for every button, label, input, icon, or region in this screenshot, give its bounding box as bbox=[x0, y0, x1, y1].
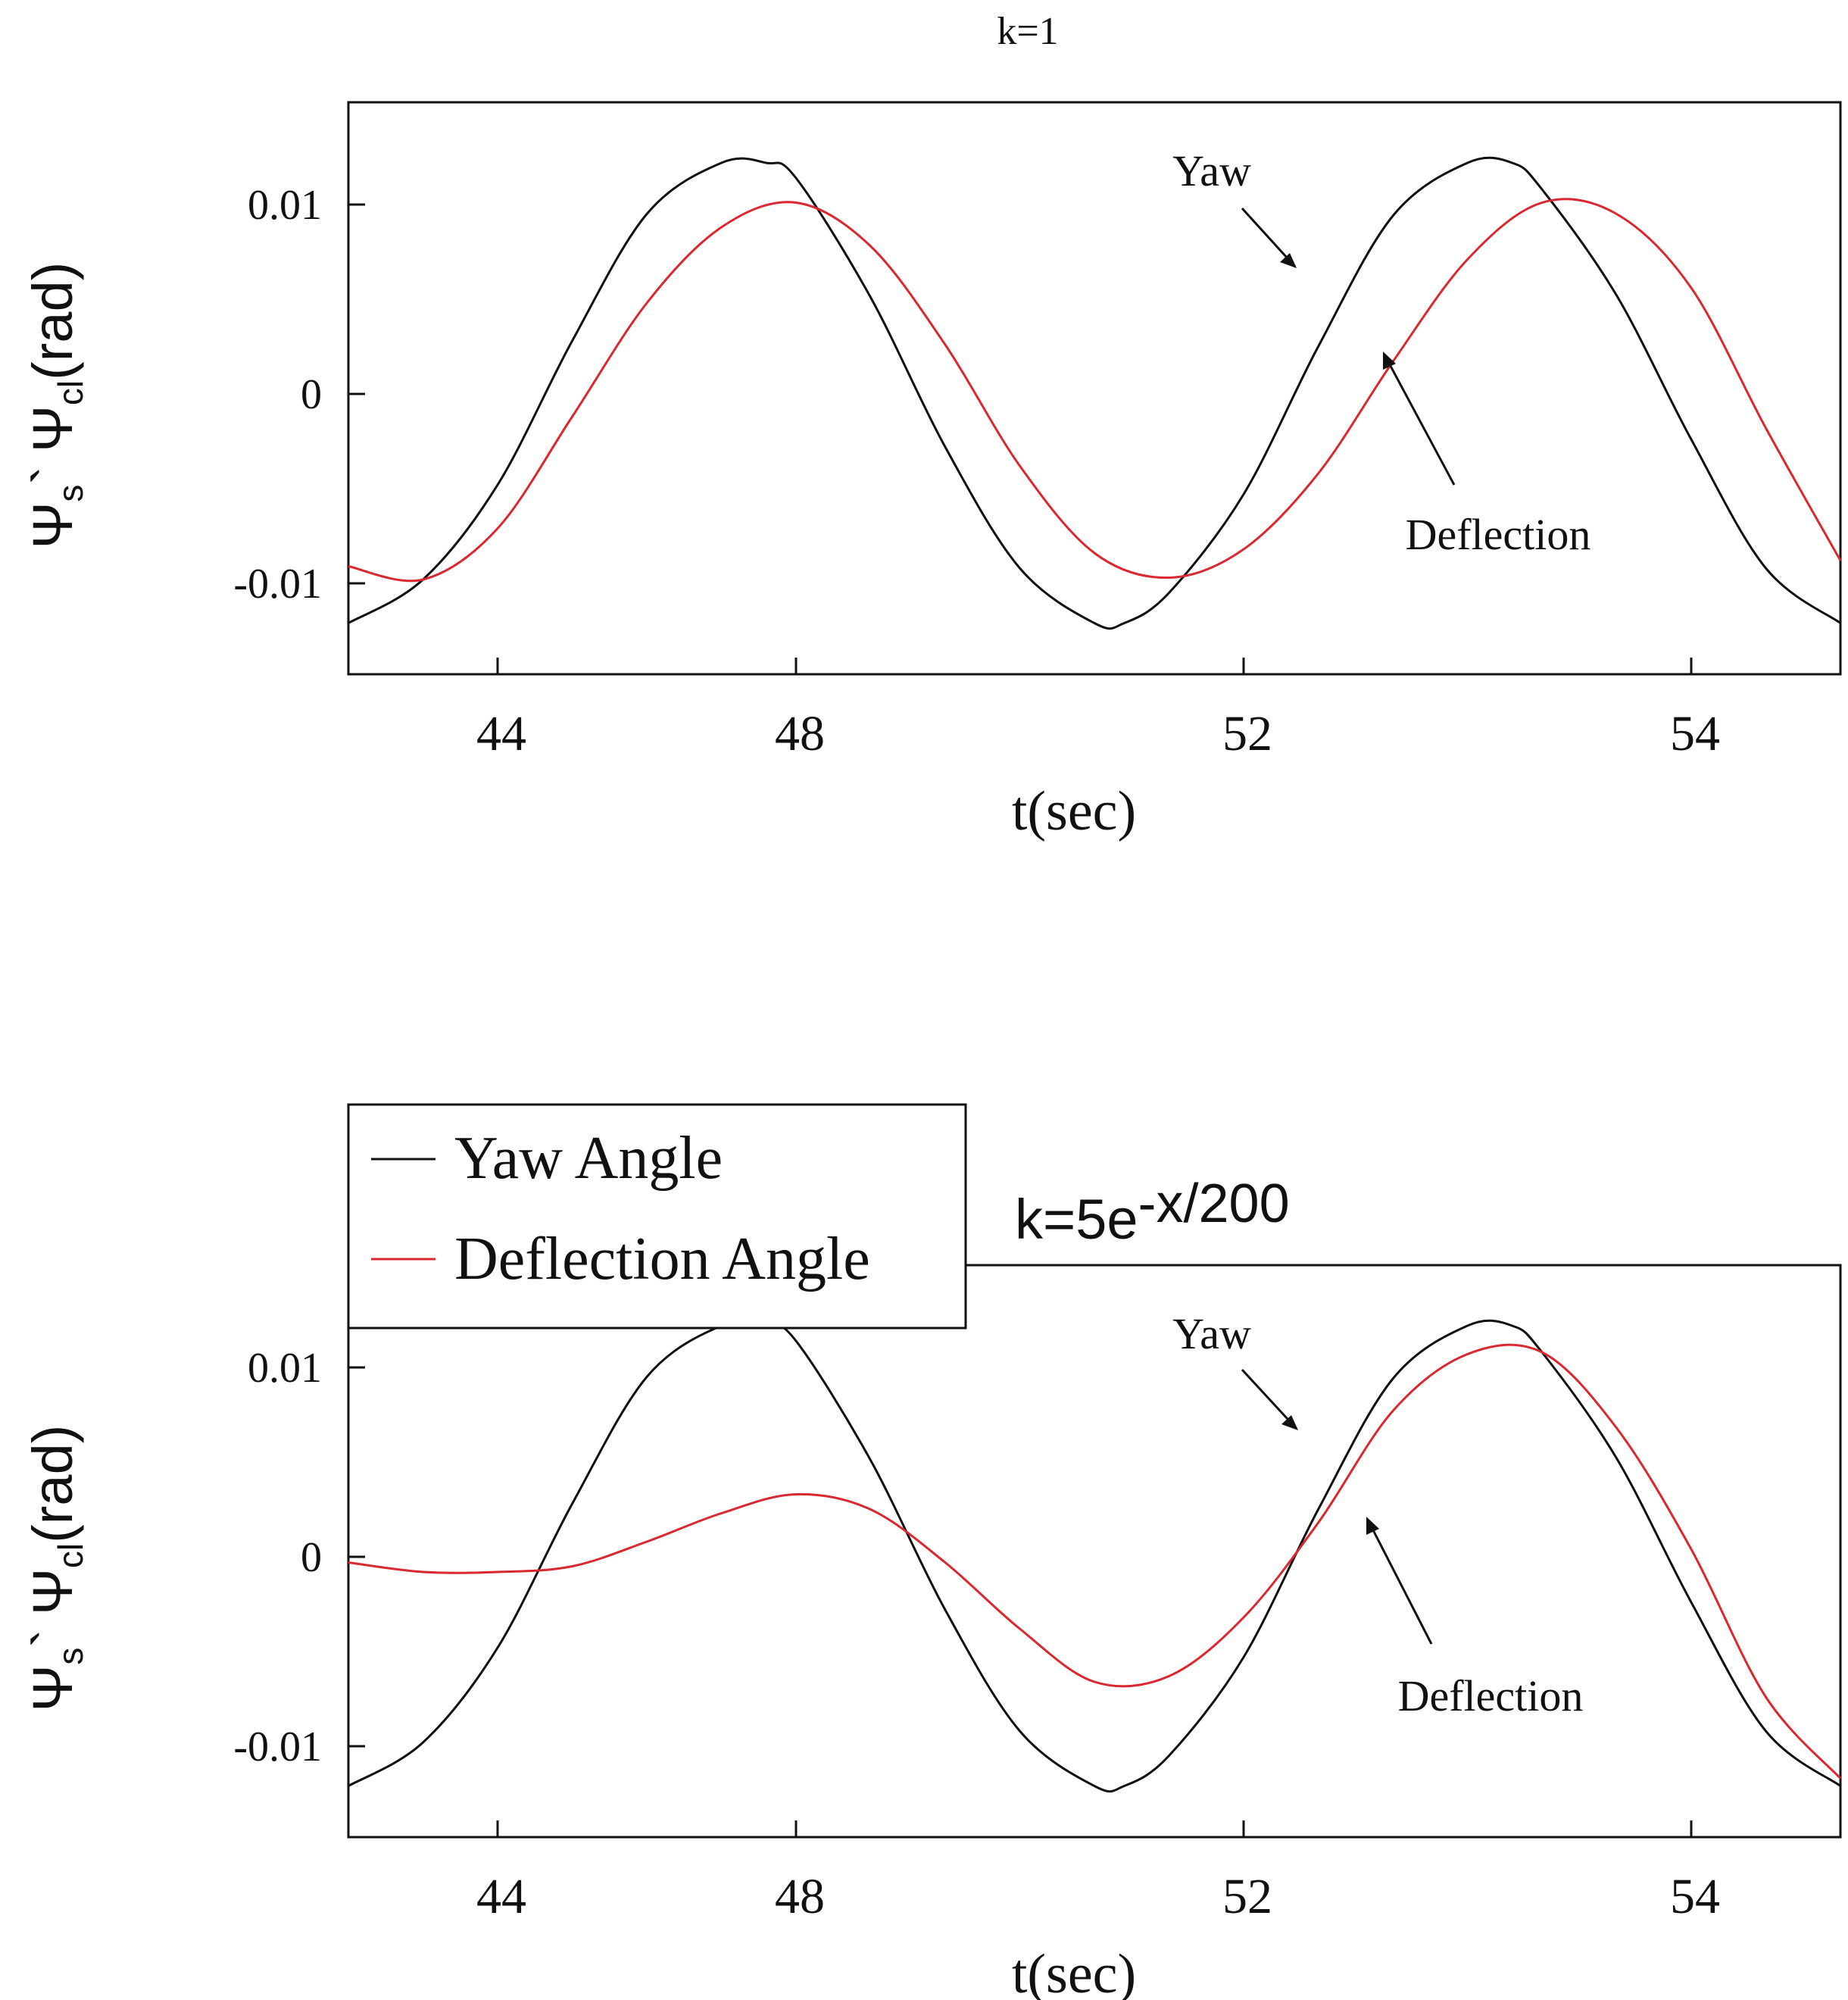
chart-1-ylabel-cl: cl bbox=[51, 380, 90, 405]
y-tick-label: 0.01 bbox=[248, 1345, 322, 1392]
series-line-deflection-angle bbox=[348, 1343, 1842, 1780]
x-tick-label: 52 bbox=[1222, 1869, 1272, 1924]
chart-1-series bbox=[348, 156, 1842, 630]
chart-2-series bbox=[348, 1319, 1842, 1793]
chart-2-ylabel-psi: Ψ bbox=[21, 1665, 84, 1712]
legend-box bbox=[347, 1103, 967, 1330]
svg-text:Ψs`Ψcl(rad): Ψs` Ψcl(rad) bbox=[21, 1425, 90, 1712]
chart-2-title: k=5e-x/200 bbox=[1015, 1173, 1290, 1251]
chart-2-arrow-deflection bbox=[1366, 1517, 1433, 1645]
x-tick-label: 44 bbox=[476, 1869, 526, 1924]
chart-2-arrow-yaw bbox=[1241, 1368, 1298, 1430]
svg-text:Ψs`Ψcl(rad): Ψs` Ψcl(rad) bbox=[21, 262, 90, 549]
chart-2-ylabel-psi2: Ψ bbox=[21, 1568, 84, 1615]
legend-label-deflection: Deflection Angle bbox=[454, 1226, 870, 1292]
chart-2-ylabel-sep: ` bbox=[21, 1629, 84, 1648]
legend-label-yaw: Yaw Angle bbox=[454, 1125, 723, 1192]
chart-2-y-ticks: 0.01 0 -0.01 bbox=[233, 1345, 365, 1770]
y-tick-label: 0.01 bbox=[248, 182, 322, 229]
y-tick-label: 0 bbox=[301, 1534, 322, 1581]
chart-2-annotation-yaw: Yaw bbox=[1172, 1309, 1251, 1358]
y-tick-label: -0.01 bbox=[233, 561, 322, 608]
chart-1-y-axis-label: Ψs` Ψcl(rad) bbox=[21, 262, 90, 549]
chart-2-x-ticks: 44 48 52 54 bbox=[476, 1820, 1720, 1924]
series-line-yaw-angle bbox=[348, 1319, 1841, 1793]
chart-1-ylabel-psi2: Ψ bbox=[21, 405, 84, 452]
chart-2-ylabel-s: s bbox=[51, 1648, 90, 1665]
x-tick-label: 54 bbox=[1670, 1869, 1720, 1924]
chart-1-arrow-deflection bbox=[1383, 352, 1456, 486]
chart-2: k=5e-x/200 Ψs` Ψcl(rad) 0.01 0 -0.01 44 48 52… bbox=[21, 1103, 1842, 2000]
chart-1-annotation-yaw: Yaw bbox=[1172, 146, 1251, 195]
chart-1-y-ticks: 0.01 0 -0.01 bbox=[233, 182, 365, 608]
chart-2-ylabel-unit: (rad) bbox=[21, 1425, 84, 1543]
y-tick-label: -0.01 bbox=[233, 1723, 322, 1770]
chart-2-title-main: k=5e bbox=[1015, 1188, 1138, 1251]
x-tick-label: 44 bbox=[476, 706, 526, 761]
chart-1: k=1 Ψs`Ψcl(rad) 0.010-0.01 44 48 52 54 Yaw … bbox=[21, 10, 1842, 842]
chart-1-plot-frame bbox=[347, 101, 1842, 676]
y-tick-label: 0 bbox=[301, 371, 322, 418]
chart-1-annotation-deflection: Deflection bbox=[1406, 510, 1591, 559]
chart-2-legend: Yaw Angle Deflection Angle bbox=[347, 1103, 967, 1330]
chart-2-annotation-deflection: Deflection bbox=[1398, 1671, 1584, 1720]
chart-1-arrow-yaw bbox=[1241, 207, 1297, 268]
chart-1-title: k=1 bbox=[997, 10, 1058, 53]
chart-1-ylabel-sep: ` bbox=[21, 466, 84, 485]
chart-1-x-axis-label: t(sec) bbox=[1012, 780, 1136, 842]
chart-2-ylabel-cl: cl bbox=[51, 1543, 90, 1568]
chart-1-ylabel-psi: Ψ bbox=[21, 502, 84, 549]
chart-1-ylabel-s: s bbox=[51, 485, 90, 502]
chart-2-title-sup: -x/200 bbox=[1138, 1173, 1290, 1234]
chart-2-y-axis-label: Ψs` Ψcl(rad) bbox=[21, 1425, 90, 1712]
series-line-yaw-angle bbox=[348, 156, 1841, 630]
chart-2-x-axis-label: t(sec) bbox=[1012, 1943, 1136, 2000]
x-tick-label: 52 bbox=[1222, 706, 1272, 761]
chart-1-x-ticks: 44 48 52 54 bbox=[476, 658, 1720, 761]
x-tick-label: 54 bbox=[1670, 706, 1720, 761]
chart-1-ylabel-unit: (rad) bbox=[21, 262, 84, 380]
chart-2-plot-frame bbox=[347, 1264, 1842, 1839]
x-tick-label: 48 bbox=[775, 706, 825, 761]
x-tick-label: 48 bbox=[775, 1869, 825, 1924]
series-line-deflection-angle bbox=[348, 198, 1842, 583]
